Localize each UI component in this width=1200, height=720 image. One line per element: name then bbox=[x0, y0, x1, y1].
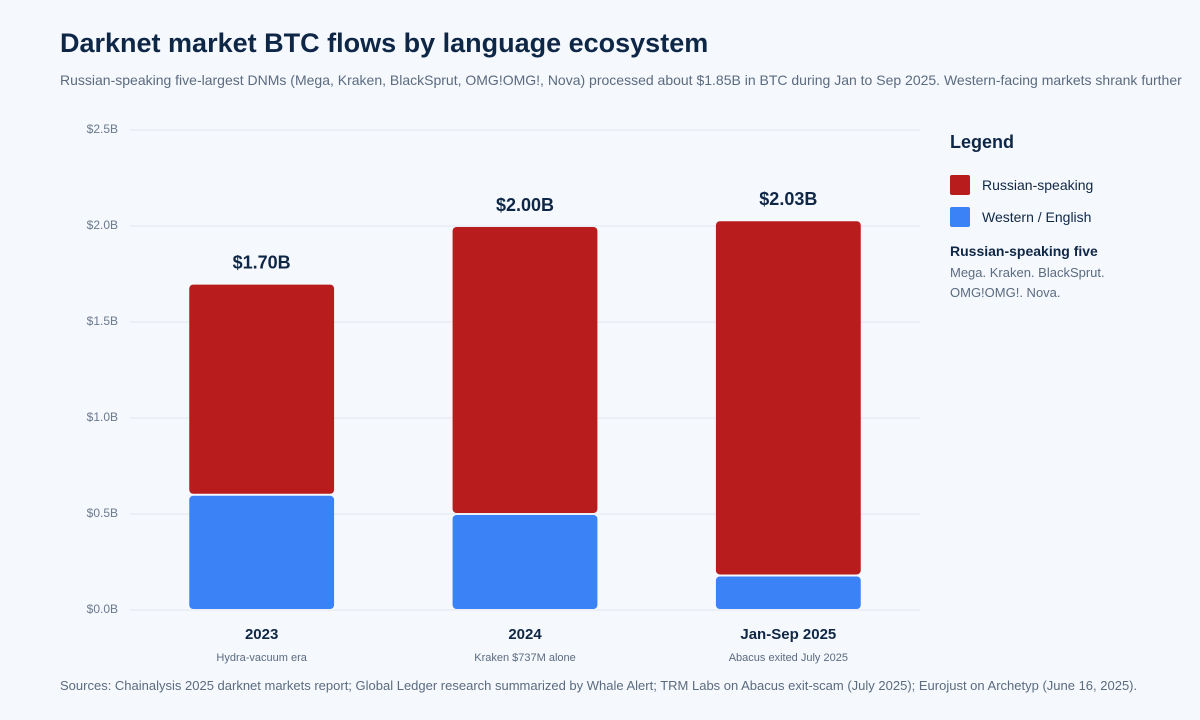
legend-item: Western / English bbox=[950, 207, 1150, 227]
legend-note: Mega. Kraken. BlackSprut. OMG!OMG!. Nova… bbox=[950, 265, 1105, 300]
legend-swatch bbox=[950, 207, 970, 227]
legend-note-title: Russian-speaking five bbox=[950, 243, 1098, 259]
x-tick-label: Jan-Sep 2025 bbox=[740, 626, 836, 643]
total-label: $1.70B bbox=[233, 252, 291, 272]
sources: Sources: Chainalysis 2025 darknet market… bbox=[60, 678, 1138, 693]
legend-label: Russian-speaking bbox=[982, 177, 1094, 193]
category-note: Hydra-vacuum era bbox=[216, 652, 307, 664]
legend: Legend Russian-speaking Western / English… bbox=[950, 132, 1150, 303]
total-label: $2.00B bbox=[496, 195, 554, 215]
bar-segment bbox=[189, 284, 335, 494]
legend-label: Western / English bbox=[982, 209, 1092, 225]
bar-segment bbox=[715, 576, 861, 609]
category-note: Abacus exited July 2025 bbox=[729, 652, 848, 664]
total-label: $2.03B bbox=[759, 189, 817, 209]
bar-segment bbox=[189, 495, 335, 609]
bar-segment bbox=[452, 227, 598, 513]
legend-item: Russian-speaking bbox=[950, 175, 1150, 195]
chart-subtitle: Russian-speaking five-largest DNMs (Mega… bbox=[60, 72, 1182, 88]
legend-title: Legend bbox=[950, 132, 1015, 152]
x-tick-label: 2024 bbox=[508, 626, 542, 643]
legend-swatch bbox=[950, 175, 970, 195]
y-tick-label: $2.0B bbox=[87, 218, 118, 232]
chart-title: Darknet market BTC flows by language eco… bbox=[60, 28, 709, 58]
legend-items: Russian-speaking Western / English bbox=[950, 175, 1150, 227]
bar-segment bbox=[452, 515, 598, 609]
y-tick-label: $0.0B bbox=[87, 602, 118, 616]
y-tick-label: $2.5B bbox=[87, 122, 118, 136]
x-tick-label: 2023 bbox=[245, 626, 278, 643]
y-tick-label: $1.0B bbox=[87, 410, 118, 424]
bar-segment bbox=[715, 221, 861, 575]
chart: $0.0B $0.5B $1.0B $1.5B $2.0B $2.5B $1.70B 2023… bbox=[87, 122, 920, 664]
category-note: Kraken $737M alone bbox=[474, 652, 576, 664]
y-tick-label: $1.5B bbox=[87, 314, 118, 328]
y-tick-label: $0.5B bbox=[87, 506, 118, 520]
